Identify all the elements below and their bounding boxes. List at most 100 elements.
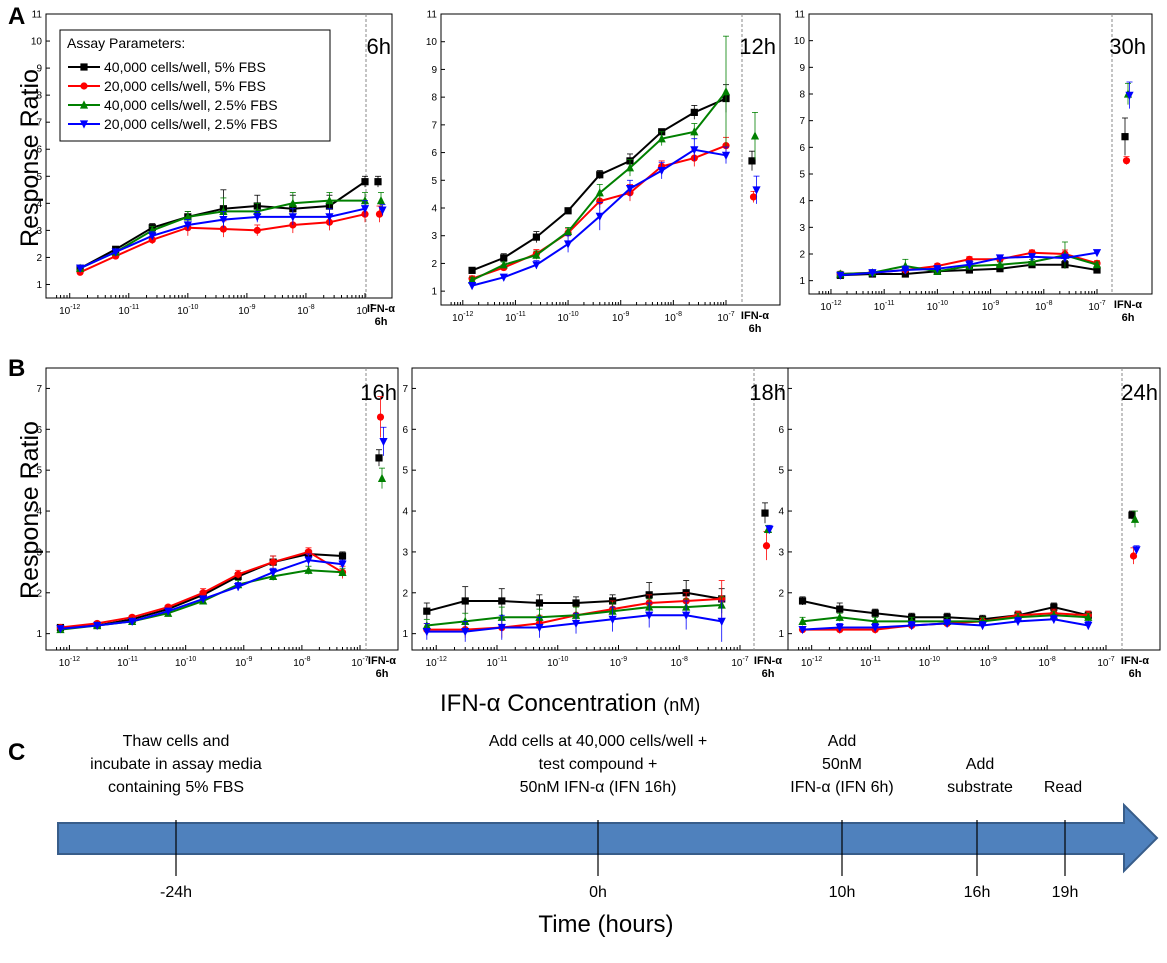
data-point [360,196,370,205]
data-point [871,609,879,617]
y-tick-label: 3 [778,547,784,558]
data-point [468,266,476,274]
y-tick-label: 3 [36,547,42,558]
legend-entry-label: 20,000 cells/well, 2.5% FBS [104,116,278,132]
data-point [253,213,262,222]
data-point [625,185,635,194]
data-point [183,212,192,221]
control-point [748,157,756,165]
data-point [871,623,880,633]
y-tick-label: 2 [36,588,42,599]
x-tick-label: 10-10 [557,311,578,324]
x-tick-label: 10-8 [293,656,310,669]
control-point [376,196,386,205]
y-tick-label: 9 [431,65,437,76]
ifn-control-time-label: 6h [762,668,775,680]
row-b-y-axis-label: Response Ratio [16,421,44,599]
data-point [798,616,807,625]
series-line [471,90,727,282]
y-tick-label: 7 [799,116,805,127]
chart-12h: 1 2 3 4 5 6 7 8 9 10 11 10-12 10-11 10-10 10-9 10-8 10-7… [426,10,781,335]
chart-title: 12h [739,34,776,59]
y-tick-label: 10 [31,37,43,48]
x-tick-label: 10-7 [717,311,734,324]
timeline-event-text: Read [1044,779,1082,796]
data-point [461,628,470,637]
series-2 [798,510,1140,626]
control-point [752,186,761,195]
x-tick-label: 10-11 [117,656,138,669]
legend-entry-label: 20,000 cells/well, 5% FBS [104,78,266,94]
chart-30h: 1 2 3 4 5 6 7 8 9 10 11 10-12 10-11 10-10 10-9 10-8 10-7… [794,10,1153,324]
data-point [682,611,691,620]
timeline-event-text: Add [966,756,994,773]
data-point [253,226,261,234]
series-2 [467,35,760,284]
series-1 [76,205,384,276]
control-point [1132,546,1141,555]
timeline-time-label: 10h [829,884,856,901]
y-tick-label: 4 [36,507,42,518]
x-tick-label: 10-11 [118,304,139,317]
x-tick-label: 10-11 [860,656,881,669]
chart-title: 30h [1109,34,1146,59]
legend-marker [80,82,88,90]
data-point [1060,254,1070,263]
y-tick-label: 11 [427,10,438,21]
series-1 [836,156,1131,278]
y-tick-label: 1 [36,280,42,291]
series-3 [56,426,388,634]
data-point [219,225,227,233]
data-point [595,188,604,197]
data-point [798,625,807,635]
data-point [288,213,297,222]
x-tick-label: 10-10 [927,300,948,313]
y-tick-label: 1 [431,287,437,298]
control-point [378,206,387,215]
y-tick-label: 10 [426,37,438,48]
y-tick-label: 6 [799,143,805,154]
data-point [76,264,85,273]
data-point [1027,257,1037,266]
data-point [871,616,880,625]
ifn-control-time-label: 6h [1129,668,1142,680]
x-tick-label: 10-7 [1097,656,1114,669]
timeline: Time (hours) -24h Thaw cells and incubate … [57,733,1159,938]
timeline-event-text: 50nM IFN-α (IFN 16h) [520,779,677,796]
data-point [498,597,506,605]
control-point [1129,552,1138,560]
timeline-time-label: 16h [964,884,991,901]
x-tick-label: 10-8 [1035,300,1052,313]
data-point [532,261,541,270]
y-tick-label: 5 [36,172,42,183]
series-0 [56,449,383,632]
data-point [461,616,470,625]
data-point [467,282,477,291]
y-tick-label: 8 [431,93,437,104]
ifn-control-label: IFN-α [1121,655,1149,667]
y-tick-label: 1 [799,276,805,287]
timeline-event-text: containing 5% FBS [108,779,244,796]
data-point [338,567,347,576]
y-tick-label: 8 [36,91,42,102]
data-point [717,617,726,626]
data-point [56,625,65,634]
data-point [721,87,731,96]
x-tick-label: 10-11 [505,311,526,324]
x-tick-label: 10-12 [59,304,80,317]
y-tick-label: 6 [431,148,437,159]
y-tick-label: 1 [36,629,42,640]
series-3 [76,200,387,273]
data-point [868,269,877,278]
y-tick-label: 5 [402,466,408,477]
data-point [907,621,916,631]
control-point [1128,511,1136,519]
chart-title: 6h [367,34,391,59]
legend-title: Assay Parameters: [67,35,185,51]
ifn-control-label: IFN-α [754,655,782,667]
legend-box [59,29,331,142]
series-2 [76,192,386,272]
data-point [467,275,477,284]
y-tick-label: 4 [431,204,437,215]
